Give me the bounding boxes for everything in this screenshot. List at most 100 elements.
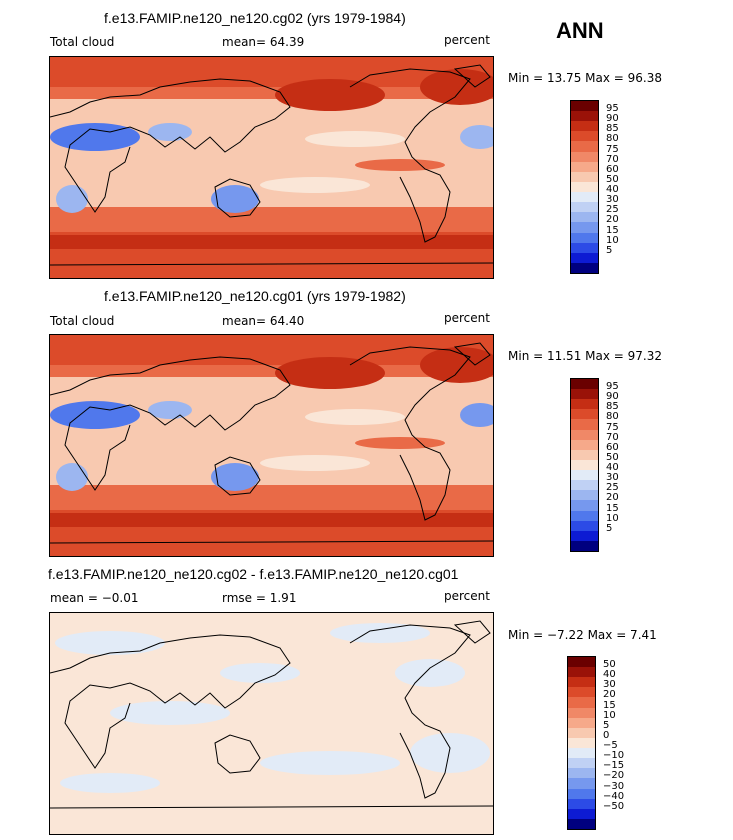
colorbar-tick-label: 50 bbox=[606, 451, 619, 463]
panel2-mean-label: mean= 64.40 bbox=[222, 314, 305, 328]
panel3-title: f.e13.FAMIP.ne120_ne120.cg02 - f.e13.FAM… bbox=[48, 566, 459, 582]
colorbar-cell bbox=[571, 212, 598, 223]
diff-negative-patch bbox=[330, 623, 430, 643]
eurasia-africa-coast bbox=[50, 356, 291, 491]
itcz-east-pacific bbox=[355, 159, 445, 171]
colorbar-cell bbox=[571, 480, 598, 491]
colorbar-cell bbox=[571, 192, 598, 203]
colorbar-cell bbox=[571, 449, 598, 461]
southern-ocean-core bbox=[50, 513, 493, 527]
panel1-title: f.e13.FAMIP.ne120_ne120.cg02 (yrs 1979-1… bbox=[104, 10, 406, 26]
south-pacific-clear-region bbox=[260, 177, 370, 193]
panel1-map bbox=[49, 56, 494, 279]
colorbar-cell bbox=[571, 262, 598, 274]
arctic-cloud-band bbox=[50, 57, 493, 87]
colorbar-cell bbox=[571, 429, 598, 441]
sahara-clear-region bbox=[50, 401, 140, 429]
itcz-east-pacific bbox=[355, 437, 445, 449]
arabia-clear-region bbox=[148, 123, 192, 141]
colorbar-tick-label: 90 bbox=[606, 391, 619, 403]
panel2-map-svg bbox=[50, 335, 493, 556]
colorbar-cell bbox=[571, 490, 598, 501]
colorbar-cell bbox=[571, 500, 598, 512]
colorbar-tick-label: 85 bbox=[606, 401, 619, 413]
australia-coast bbox=[214, 456, 261, 496]
colorbar-cell bbox=[571, 161, 598, 173]
colorbar-cell bbox=[571, 389, 598, 400]
colorbar-cell bbox=[571, 111, 598, 122]
colorbar-cell bbox=[571, 510, 598, 522]
colorbar-cell bbox=[571, 252, 598, 264]
colorbar-tick-label: 20 bbox=[603, 689, 616, 701]
colorbar-cell bbox=[568, 717, 595, 729]
colorbar-cell bbox=[568, 798, 595, 810]
panel1-colorbar bbox=[570, 100, 599, 274]
colorbar-tick-label: −10 bbox=[603, 750, 625, 762]
colorbar-tick-label: 40 bbox=[603, 669, 616, 681]
panel1-units-label: percent bbox=[444, 33, 490, 47]
panel3-units-label: percent bbox=[444, 589, 490, 603]
panel2-colorbar bbox=[570, 378, 599, 552]
colorbar-tick-label: −30 bbox=[603, 780, 625, 792]
panel1-map-svg bbox=[50, 57, 493, 278]
colorbar-cell bbox=[568, 778, 595, 790]
diff-negative-patch bbox=[220, 663, 300, 683]
colorbar-tick-label: 15 bbox=[606, 502, 619, 514]
colorbar-cell bbox=[571, 540, 598, 552]
panel1-variable-label: Total cloud bbox=[50, 35, 115, 49]
colorbar-cell bbox=[571, 439, 598, 451]
colorbar-cell bbox=[568, 768, 595, 779]
panel2-units-label: percent bbox=[444, 311, 490, 325]
colorbar-cell bbox=[571, 530, 598, 542]
panel3-map-svg bbox=[50, 613, 493, 834]
antarctica-coast bbox=[50, 262, 493, 266]
colorbar-tick-label: 15 bbox=[606, 224, 619, 236]
colorbar-tick-label: 5 bbox=[606, 522, 613, 534]
antarctica-coast bbox=[50, 805, 493, 809]
colorbar-cell bbox=[568, 758, 595, 769]
colorbar-cell bbox=[571, 151, 598, 163]
panel3-colorbar bbox=[567, 656, 596, 830]
colorbar-cell bbox=[568, 748, 595, 759]
colorbar-cell bbox=[568, 667, 595, 678]
colorbar-cell bbox=[568, 707, 595, 719]
diff-negative-patch bbox=[55, 631, 165, 655]
southern-midlat-band bbox=[50, 207, 493, 232]
colorbar-tick-label: 90 bbox=[606, 113, 619, 125]
colorbar-tick-label: 15 bbox=[603, 699, 616, 711]
colorbar-tick-label: 95 bbox=[606, 103, 619, 115]
colorbar-tick-label: 40 bbox=[606, 184, 619, 196]
colorbar-tick-label: 75 bbox=[606, 143, 619, 155]
colorbar-tick-label: 50 bbox=[606, 173, 619, 185]
diff-negative-patch bbox=[60, 773, 160, 793]
coastlines bbox=[50, 342, 493, 544]
greenland-coast bbox=[453, 342, 491, 366]
colorbar-cell bbox=[571, 222, 598, 234]
americas-coast bbox=[349, 624, 471, 799]
panel1-mean-label: mean= 64.39 bbox=[222, 35, 305, 49]
australia-coast bbox=[214, 734, 261, 774]
colorbar-tick-label: 60 bbox=[606, 163, 619, 175]
eurasia-africa-coast bbox=[50, 634, 291, 769]
south-pacific-clear-region bbox=[260, 455, 370, 471]
colorbar-tick-label: 10 bbox=[606, 512, 619, 524]
diff-negative-patch bbox=[110, 701, 230, 725]
diff-negative-patch bbox=[260, 751, 400, 775]
australia-clear-region bbox=[211, 185, 259, 213]
season-label: ANN bbox=[556, 18, 604, 43]
colorbar-cell bbox=[571, 202, 598, 213]
colorbar-cell bbox=[571, 141, 598, 153]
colorbar-tick-label: 95 bbox=[606, 381, 619, 393]
colorbar-tick-label: 20 bbox=[606, 214, 619, 226]
coastlines bbox=[50, 64, 493, 266]
panel3-rmse-label: rmse = 1.91 bbox=[222, 591, 297, 605]
southern-midlat-band bbox=[50, 485, 493, 510]
arabia-clear-region bbox=[148, 401, 192, 419]
atlantic-subtropics bbox=[460, 125, 493, 149]
colorbar-tick-label: 25 bbox=[606, 204, 619, 216]
panel2-title: f.e13.FAMIP.ne120_ne120.cg01 (yrs 1979-1… bbox=[104, 288, 406, 304]
australia-clear-region bbox=[211, 463, 259, 491]
antarctica-coast bbox=[50, 540, 493, 544]
north-atlantic-storm-track bbox=[420, 69, 493, 105]
colorbar-cell bbox=[568, 657, 595, 668]
